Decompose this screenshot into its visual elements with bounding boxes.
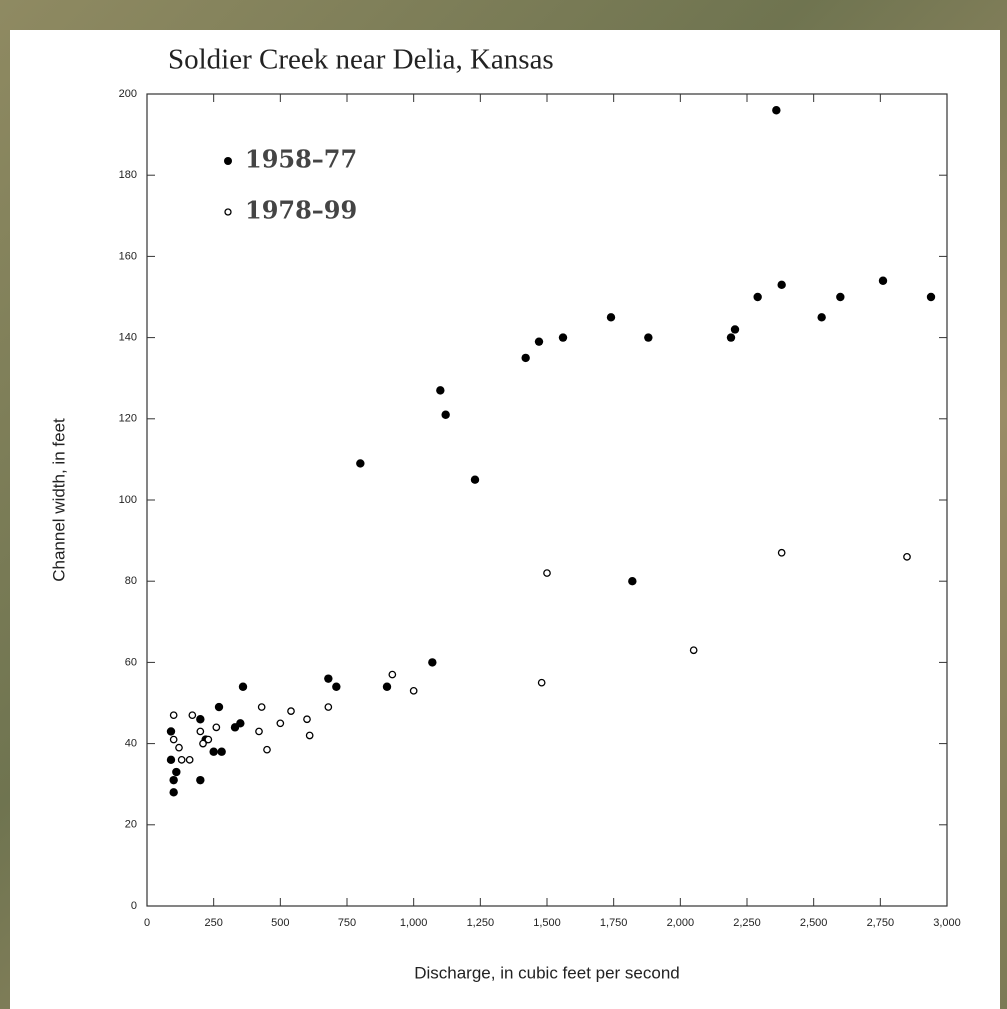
x-tick-label: 3,000: [933, 917, 961, 929]
y-tick-label: 100: [119, 494, 137, 506]
point: [175, 743, 183, 752]
y-tick-label: 140: [119, 332, 137, 344]
point: [644, 333, 653, 342]
point: [217, 747, 226, 756]
point: [537, 678, 546, 687]
point: [836, 292, 845, 302]
legend-marker: [224, 208, 232, 216]
y-tick-label: 160: [119, 250, 137, 262]
point: [238, 682, 248, 691]
y-tick-label: 80: [125, 575, 137, 587]
point: [324, 703, 333, 711]
point: [196, 727, 205, 736]
point: [521, 353, 530, 363]
point: [324, 674, 333, 683]
point: [172, 767, 181, 777]
point: [209, 747, 218, 756]
point: [543, 569, 551, 577]
point: [817, 313, 826, 322]
point: [606, 313, 616, 322]
point: [169, 735, 178, 744]
point: [926, 292, 936, 302]
point: [753, 292, 762, 302]
point: [332, 682, 341, 691]
point: [777, 548, 786, 557]
x-tick-label: 1,000: [400, 917, 428, 929]
x-tick-label: 2,750: [867, 917, 895, 929]
y-tick-label: 60: [125, 656, 137, 668]
point: [287, 707, 295, 715]
y-tick-label: 40: [125, 738, 137, 750]
point: [689, 646, 698, 655]
point: [388, 670, 397, 679]
legend-label: 1978–99: [245, 196, 357, 225]
x-tick-label: 2,000: [667, 917, 695, 929]
x-tick-label: 250: [204, 917, 222, 929]
x-tick-label: 2,250: [733, 917, 761, 929]
point: [199, 739, 207, 748]
y-tick-label: 200: [119, 88, 137, 100]
x-axis-label: Discharge, in cubic feet per second: [414, 963, 680, 982]
point: [903, 552, 911, 561]
point: [257, 703, 266, 711]
chart-title: Soldier Creek near Delia, Kansas: [168, 44, 554, 76]
y-tick-label: 20: [125, 819, 137, 831]
legend-marker: [224, 157, 232, 165]
point: [166, 755, 176, 765]
panel: [10, 30, 1000, 1009]
point: [726, 333, 736, 342]
point: [214, 702, 224, 712]
point: [204, 735, 213, 744]
point: [166, 727, 176, 736]
point: [185, 755, 194, 764]
point: [263, 745, 271, 754]
point: [441, 410, 450, 419]
point: [305, 731, 314, 740]
point: [169, 788, 178, 797]
x-tick-label: 1,500: [533, 917, 561, 929]
y-tick-label: 120: [119, 413, 137, 425]
point: [730, 325, 740, 334]
x-tick-label: 2,500: [800, 917, 828, 929]
point: [196, 775, 205, 785]
point: [409, 686, 418, 695]
point: [212, 723, 221, 732]
x-tick-label: 0: [144, 917, 150, 929]
point: [303, 715, 311, 724]
point: [356, 459, 365, 468]
legend-label: 1958–77: [245, 145, 357, 174]
point: [534, 337, 544, 346]
x-tick-label: 1,250: [467, 917, 495, 929]
point: [470, 475, 480, 484]
point: [878, 276, 888, 285]
point: [236, 719, 245, 728]
y-tick-label: 0: [131, 900, 137, 912]
point: [196, 715, 205, 724]
y-tick-label: 180: [119, 169, 137, 181]
point: [382, 682, 392, 691]
point: [436, 386, 445, 395]
point: [428, 658, 437, 667]
point: [169, 711, 178, 720]
x-tick-label: 500: [271, 917, 289, 929]
point: [188, 711, 197, 720]
point: [772, 106, 781, 115]
point: [276, 719, 285, 728]
point: [628, 577, 637, 586]
y-axis-label: Channel width, in feet: [49, 418, 68, 582]
x-tick-label: 1,750: [600, 917, 628, 929]
point: [558, 333, 568, 342]
point: [169, 775, 178, 785]
point: [777, 280, 786, 290]
point: [177, 755, 186, 764]
point: [255, 727, 263, 736]
x-tick-label: 750: [338, 917, 356, 929]
